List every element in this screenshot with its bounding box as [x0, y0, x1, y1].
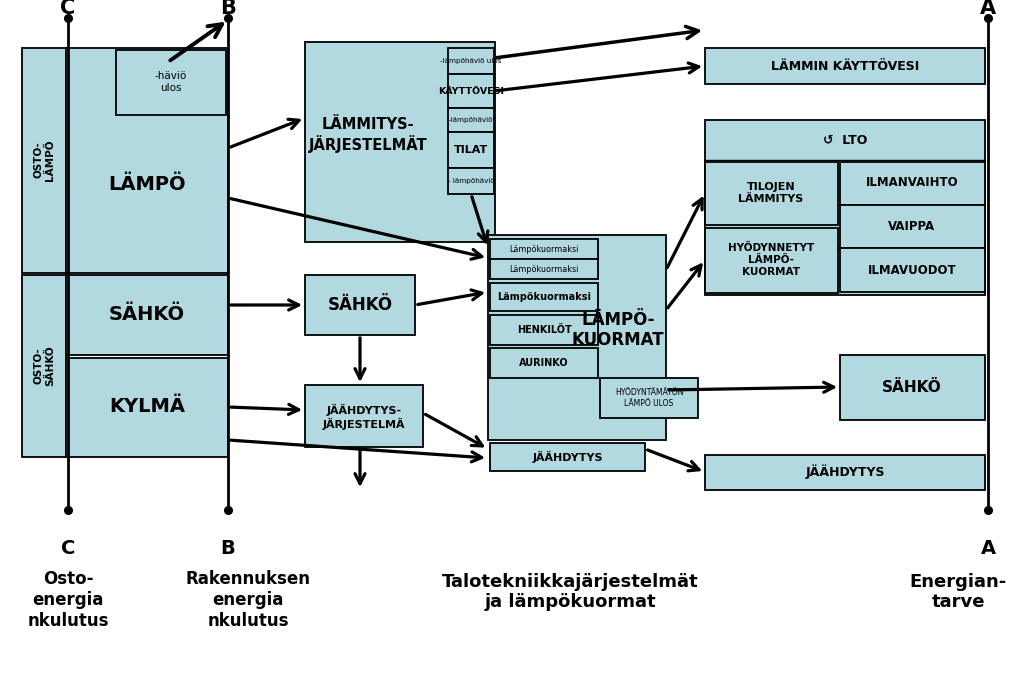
Bar	[449, 74, 494, 108]
Text: Osto-
energia
nkulutus: Osto- energia nkulutus	[28, 570, 109, 630]
Text: LÄMMITYS-
JÄRJESTELMÄT: LÄMMITYS- JÄRJESTELMÄT	[308, 117, 427, 153]
Bar	[490, 259, 598, 279]
Text: HYÖDYNNETYT
LÄMPÖ-
KUORMAT: HYÖDYNNETYT LÄMPÖ- KUORMAT	[728, 244, 814, 276]
Bar	[840, 248, 985, 292]
Text: AURINKO: AURINKO	[519, 358, 568, 368]
Bar	[22, 275, 66, 457]
Text: C: C	[60, 0, 76, 18]
Text: LÄMPÖ-
KUORMAT: LÄMPÖ- KUORMAT	[571, 311, 665, 349]
Text: C: C	[60, 538, 75, 557]
Text: B: B	[220, 0, 236, 18]
Bar	[840, 162, 985, 205]
Text: Lämpökuormaksi: Lämpökuormaksi	[509, 265, 579, 274]
Text: -lämpöhäviö ulos: -lämpöhäviö ulos	[440, 58, 502, 64]
Bar	[705, 228, 838, 293]
Text: ILMAVUODOT: ILMAVUODOT	[867, 263, 956, 276]
Text: LÄMPÖ: LÄMPÖ	[109, 176, 185, 195]
Text: Energian-
tarve: Energian- tarve	[909, 573, 1007, 611]
Bar	[840, 205, 985, 248]
Text: Lämpökuormaksi: Lämpökuormaksi	[509, 244, 579, 253]
Text: Talotekniikkajärjestelmät
ja lämpökuormat: Talotekniikkajärjestelmät ja lämpökuorma…	[441, 573, 698, 611]
Bar	[490, 239, 598, 259]
Text: TILOJEN
LÄMMITYS: TILOJEN LÄMMITYS	[738, 182, 804, 204]
Text: SÄHKÖ: SÄHKÖ	[109, 305, 185, 325]
Bar	[705, 48, 985, 84]
Text: JÄÄHDYTYS-
JÄRJESTELMÄ: JÄÄHDYTYS- JÄRJESTELMÄ	[323, 404, 406, 430]
Bar	[449, 108, 494, 132]
Bar	[705, 162, 838, 225]
Bar	[600, 378, 698, 418]
Text: KYLMÄ: KYLMÄ	[109, 398, 185, 416]
Bar	[305, 275, 415, 335]
Text: JÄÄHDYTYS: JÄÄHDYTYS	[532, 451, 603, 463]
Text: - lämpöhäviö: - lämpöhäviö	[447, 178, 495, 184]
Bar	[488, 235, 666, 440]
Bar	[66, 275, 228, 355]
Text: KÄYTTÖVESI: KÄYTTÖVESI	[438, 87, 504, 95]
Text: -häviö
ulos: -häviö ulos	[155, 71, 187, 93]
Text: JÄÄHDYTYS: JÄÄHDYTYS	[805, 465, 885, 480]
Bar	[449, 48, 494, 74]
Text: A: A	[980, 0, 996, 18]
Text: Rakennuksen
energia
nkulutus: Rakennuksen energia nkulutus	[185, 570, 310, 630]
Bar	[305, 385, 423, 447]
Text: -lämpöhäviö: -lämpöhäviö	[449, 117, 494, 123]
Bar	[116, 50, 226, 115]
Bar	[449, 168, 494, 194]
Bar	[705, 455, 985, 490]
Text: LÄMMIN KÄYTTÖVESI: LÄMMIN KÄYTTÖVESI	[771, 60, 920, 73]
Bar	[490, 348, 598, 378]
Bar	[22, 48, 66, 273]
Bar	[66, 358, 228, 457]
Text: SÄHKÖ: SÄHKÖ	[882, 379, 942, 395]
Bar	[490, 443, 645, 471]
Text: B: B	[220, 538, 236, 557]
Text: ↺  LTO: ↺ LTO	[823, 134, 867, 146]
Text: HYÖDYNTÄMÄTÖN
LÄMPÖ ULOS: HYÖDYNTÄMÄTÖN LÄMPÖ ULOS	[614, 389, 683, 407]
Text: VAIPPA: VAIPPA	[889, 220, 936, 232]
Text: HENKILÖT: HENKILÖT	[517, 325, 571, 335]
Bar	[705, 120, 985, 295]
Bar	[490, 315, 598, 345]
Text: OSTO-
SÄHKÖ: OSTO- SÄHKÖ	[33, 346, 55, 386]
Text: ILMANVAIHTO: ILMANVAIHTO	[865, 176, 958, 190]
Bar	[66, 48, 228, 273]
Bar	[840, 355, 985, 420]
Text: OSTO-
LÄMPÖ: OSTO- LÄMPÖ	[33, 139, 55, 181]
Bar	[449, 132, 494, 168]
Text: SÄHKÖ: SÄHKÖ	[328, 296, 392, 314]
Text: A: A	[980, 538, 995, 557]
Text: Lämpökuormaksi: Lämpökuormaksi	[497, 292, 591, 302]
Bar	[490, 283, 598, 311]
Text: TILAT: TILAT	[454, 145, 488, 155]
Bar	[305, 42, 495, 242]
